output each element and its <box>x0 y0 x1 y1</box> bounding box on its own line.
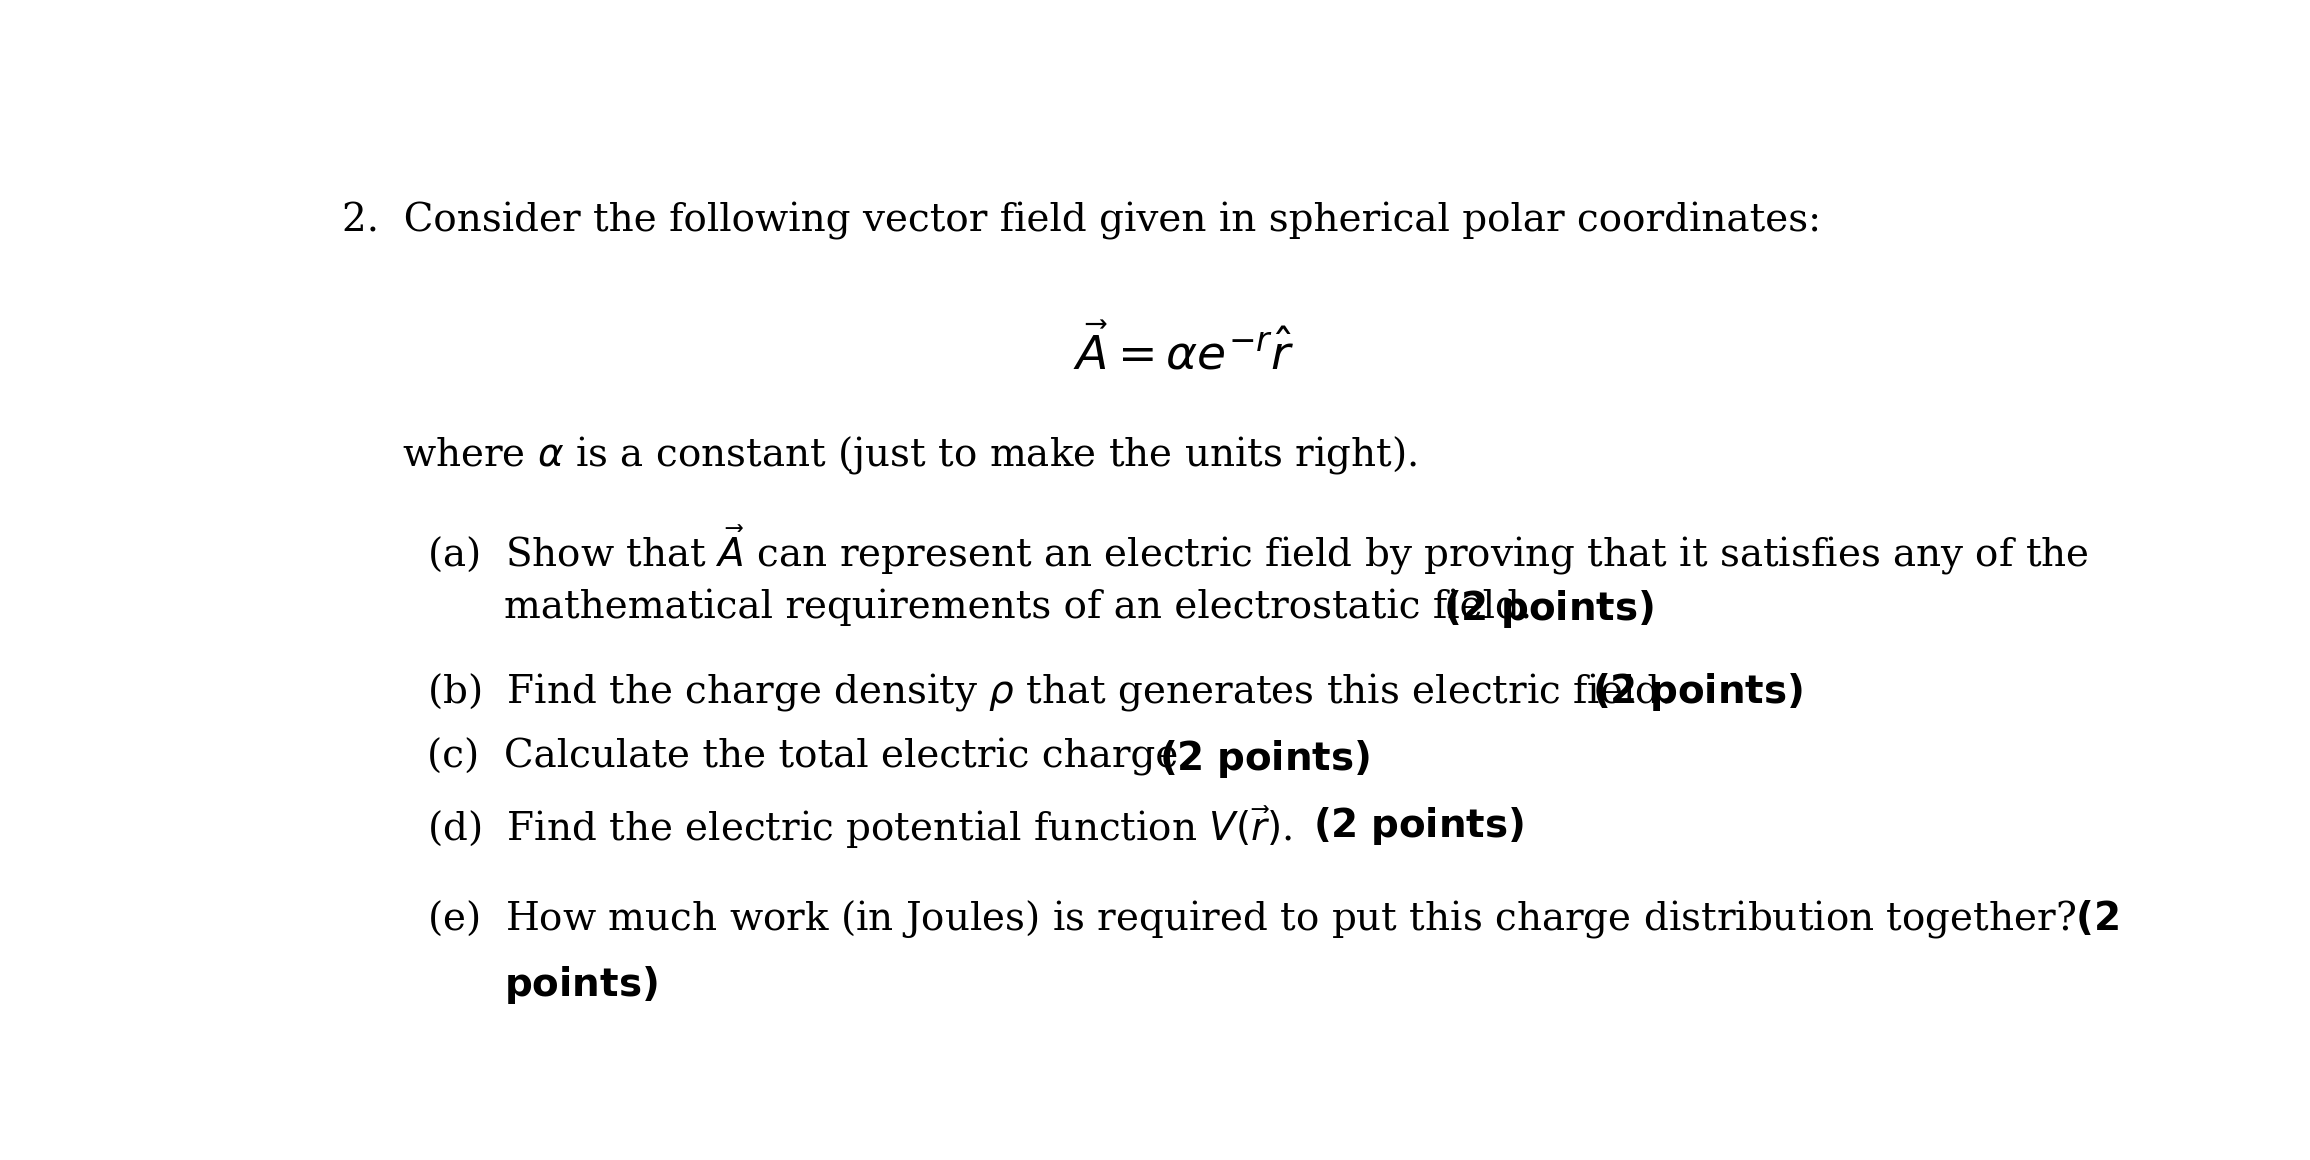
Text: $\vec{A} = \alpha e^{-r}\hat{r}$: $\vec{A} = \alpha e^{-r}\hat{r}$ <box>1074 327 1294 380</box>
Text: 2.  Consider the following vector field given in spherical polar coordinates:: 2. Consider the following vector field g… <box>342 202 1823 240</box>
Text: $\mathbf{(2\ points)}$: $\mathbf{(2\ points)}$ <box>1444 588 1654 631</box>
Text: mathematical requirements of an electrostatic field.: mathematical requirements of an electros… <box>504 588 1532 626</box>
Text: (c)  Calculate the total electric charge.: (c) Calculate the total electric charge. <box>427 738 1190 776</box>
Text: $\mathbf{(2\ points)}$: $\mathbf{(2\ points)}$ <box>1312 805 1525 847</box>
Text: $\mathbf{points)}$: $\mathbf{points)}$ <box>504 964 658 1006</box>
Text: where $\alpha$ is a constant (just to make the units right).: where $\alpha$ is a constant (just to ma… <box>402 434 1416 476</box>
Text: (e)  How much work (in Joules) is required to put this charge distribution toget: (e) How much work (in Joules) is require… <box>427 898 2118 941</box>
Text: (d)  Find the electric potential function $V(\vec{r})$.: (d) Find the electric potential function… <box>427 805 1291 851</box>
Text: $\mathbf{(2\ points)}$: $\mathbf{(2\ points)}$ <box>1592 670 1804 712</box>
Text: (b)  Find the charge density $\rho$ that generates this electric field.: (b) Find the charge density $\rho$ that … <box>427 670 1670 712</box>
Text: $\mathbf{(2\ points)}$: $\mathbf{(2\ points)}$ <box>1160 738 1370 780</box>
Text: (a)  Show that $\vec{A}$ can represent an electric field by proving that it sati: (a) Show that $\vec{A}$ can represent an… <box>427 523 2088 577</box>
